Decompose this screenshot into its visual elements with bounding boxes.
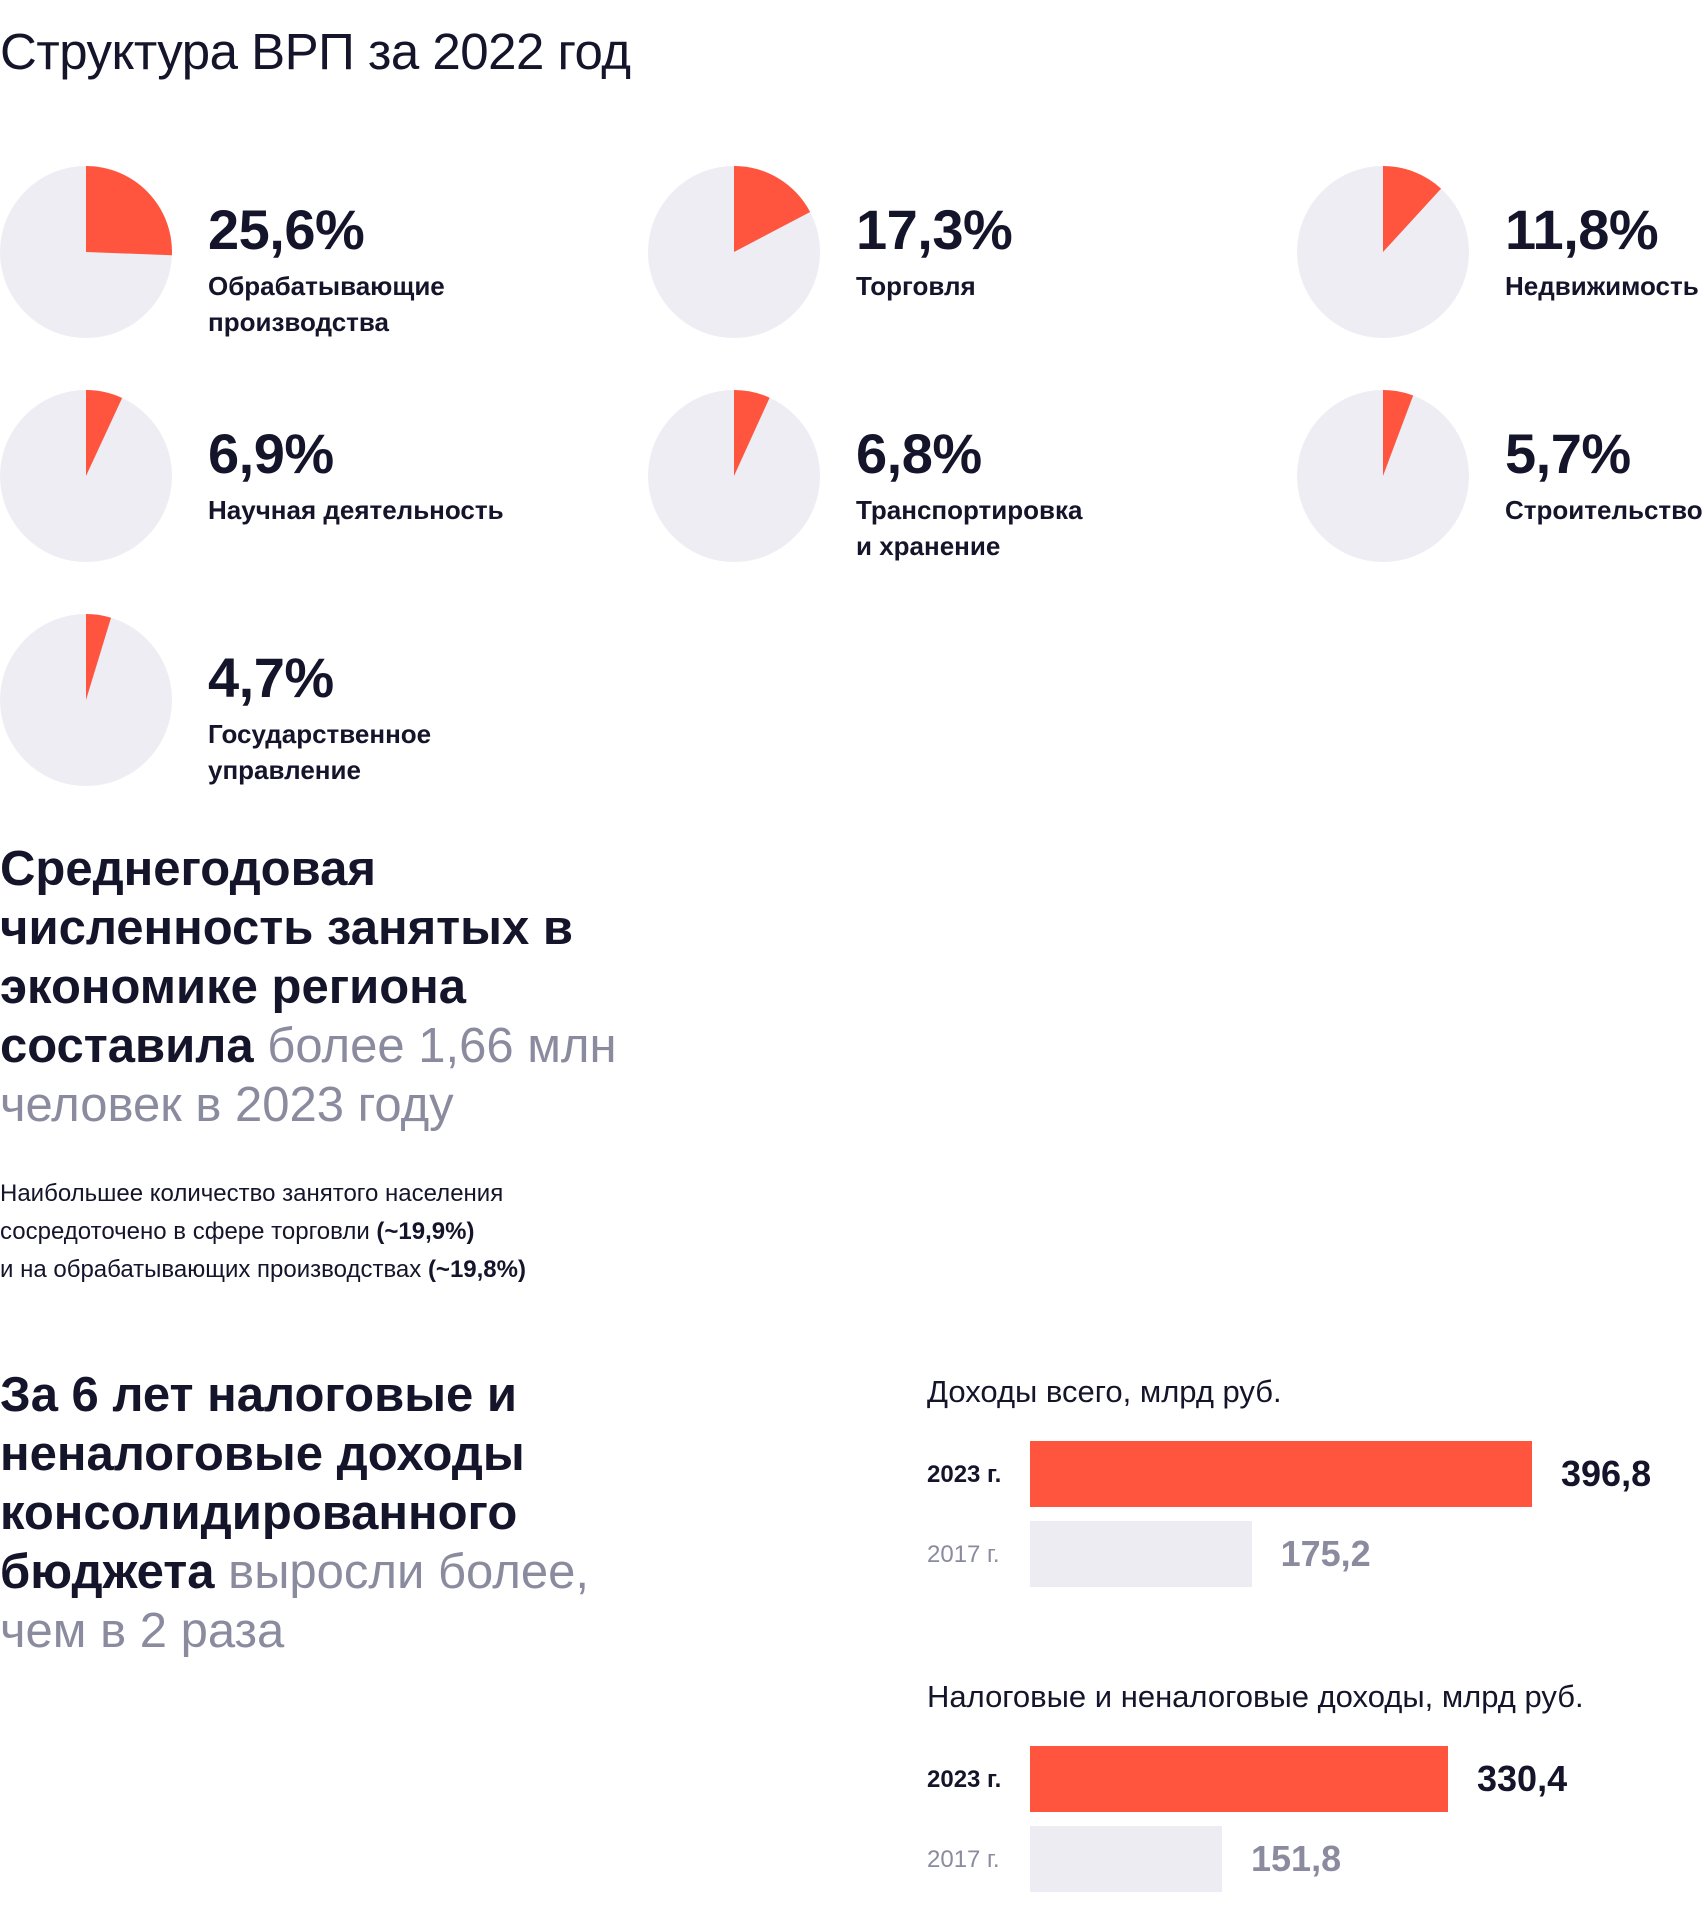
budget-line-4: бюджета (0, 1545, 215, 1599)
pie-slice (86, 614, 112, 700)
pie-category-label-line: Государственное (208, 719, 432, 749)
budget-highlight-2: чем в 2 раза (0, 1604, 285, 1658)
pie-percent-label: 4,7% (208, 646, 334, 709)
pie-slice (1383, 390, 1414, 476)
pie-slice (734, 166, 811, 252)
pie-percent-label: 25,6% (208, 198, 365, 261)
pie-slice (86, 166, 172, 256)
budget-line-2: неналоговые доходы (0, 1427, 525, 1481)
bar (1030, 1746, 1448, 1812)
employment-note: Наибольшее количество занятого населения… (0, 1175, 526, 1289)
pie-category-label-line: Обрабатывающие (208, 271, 445, 301)
bar (1030, 1521, 1252, 1587)
bar-category-label: 2017 г. (927, 1541, 1000, 1568)
pie-percent-label: 17,3% (856, 198, 1013, 261)
pie-slice (1383, 166, 1442, 252)
bar-category-label: 2017 г. (927, 1846, 1000, 1873)
note-value-2: (~19,8%) (427, 1256, 526, 1283)
bar-chart-title: Доходы всего, млрд руб. (927, 1374, 1282, 1409)
pie-category-label-line: Научная деятельность (208, 495, 504, 525)
pie-category-label: Строительство (1505, 492, 1704, 528)
pie-category-label-line: Торговля (856, 271, 976, 301)
bar-value-label: 175,2 (1280, 1533, 1371, 1574)
page-title: Структура ВРП за 2022 год (0, 23, 631, 80)
budget-line-3: консолидированного (0, 1486, 518, 1540)
pie-slice (86, 390, 123, 476)
bar-category-label: 2023 г. (927, 1766, 1002, 1793)
employment-line-1: Среднегодовая (0, 842, 376, 896)
note-value-1: (~19,9%) (376, 1218, 475, 1245)
budget-highlight-1: выросли более, (228, 1545, 589, 1599)
pie-category-label-line: Строительство (1505, 495, 1703, 525)
pie-chart (0, 614, 172, 786)
pie-category-label: Транспортировка и хранение (856, 492, 1216, 564)
pie-category-label-line: Транспортировка (856, 495, 1083, 525)
pie-chart (1297, 390, 1469, 562)
pie-category-label: Обрабатывающие производства (208, 268, 568, 340)
pie-chart (1297, 166, 1469, 338)
bar (1030, 1441, 1532, 1507)
bar-category-label: 2023 г. (927, 1461, 1002, 1488)
pie-percent-label: 11,8% (1505, 198, 1659, 261)
employment-highlight-2: человек в 2023 году (0, 1078, 454, 1132)
employment-line-3: экономике региона (0, 960, 467, 1014)
pie-slice (734, 390, 770, 476)
employment-line-2: численность занятых в (0, 901, 573, 955)
bar (1030, 1826, 1222, 1892)
pie-category-label-line: Недвижимость (1505, 271, 1699, 301)
pie-chart (648, 390, 820, 562)
bar-value-label: 396,8 (1561, 1453, 1652, 1494)
pie-category-label-line: производства (208, 307, 390, 337)
note-line-2: сосредоточено в сфере торговли (0, 1218, 370, 1245)
pie-chart (648, 166, 820, 338)
pie-category-label: Научная деятельность (208, 492, 568, 528)
bar-value-label: 330,4 (1477, 1758, 1568, 1799)
note-line-3: и на обрабатывающих производствах (0, 1256, 422, 1283)
pie-category-label-line: управление (208, 755, 361, 785)
pie-percent-label: 5,7% (1505, 422, 1631, 485)
bar-chart-title: Налоговые и неналоговые доходы, млрд руб… (927, 1679, 1584, 1714)
pie-category-label: Недвижимость (1505, 268, 1704, 304)
budget-statement: За 6 лет налоговые и неналоговые доходы … (0, 1366, 589, 1661)
pie-percent-label: 6,9% (208, 422, 334, 485)
bar-value-label: 151,8 (1251, 1838, 1342, 1879)
pie-chart (0, 166, 172, 338)
pie-category-label: Государственное управление (208, 716, 568, 788)
pie-category-label: Торговля (856, 268, 1216, 304)
budget-line-1: За 6 лет налоговые и (0, 1368, 518, 1422)
pie-percent-label: 6,8% (856, 422, 982, 485)
pie-category-label-line: и хранение (856, 531, 1001, 561)
note-line-1: Наибольшее количество занятого населения (0, 1180, 504, 1207)
employment-highlight-1: более 1,66 млн (267, 1019, 617, 1073)
employment-statement: Среднегодовая численность занятых в экон… (0, 840, 617, 1135)
pie-chart (0, 390, 172, 562)
employment-line-4: составила (0, 1019, 254, 1073)
